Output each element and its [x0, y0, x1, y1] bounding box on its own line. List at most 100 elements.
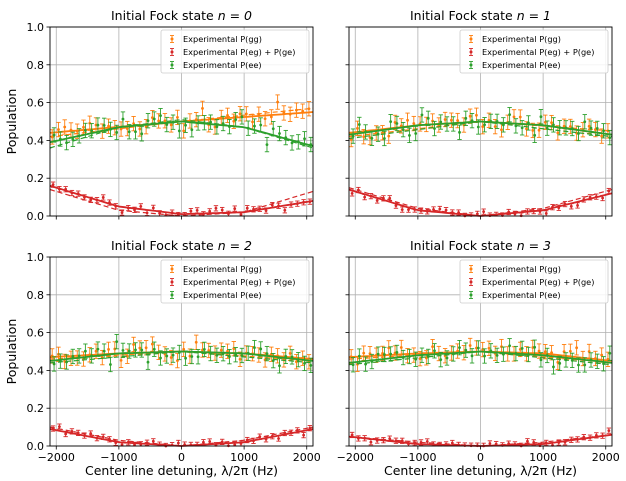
data-point — [476, 125, 480, 129]
data-point — [520, 346, 524, 350]
data-point — [277, 437, 280, 440]
data-point — [184, 356, 187, 360]
y-tick-label: 1.0 — [27, 251, 45, 264]
data-point — [134, 348, 137, 352]
data-point — [150, 342, 154, 346]
data-point — [102, 123, 106, 127]
data-point — [608, 136, 612, 139]
data-point — [220, 208, 224, 212]
data-point — [120, 211, 124, 214]
data-point — [350, 191, 354, 195]
data-point — [583, 363, 587, 367]
legend-entry: Experimental P(ee) — [183, 60, 262, 70]
legend-entry: Experimental P(ee) — [183, 290, 262, 300]
data-point — [152, 347, 156, 351]
panel-title: Initial Fock state n = 2 — [111, 238, 252, 253]
data-point — [226, 349, 229, 353]
legend-marker-dot — [469, 37, 473, 41]
data-point — [83, 349, 87, 353]
data-point — [245, 206, 249, 210]
data-point — [64, 432, 68, 436]
data-point — [406, 118, 409, 122]
data-point — [119, 358, 123, 362]
data-point — [303, 137, 306, 141]
data-point — [127, 349, 131, 353]
data-point — [233, 207, 237, 210]
data-point — [351, 134, 355, 138]
data-point — [233, 443, 237, 447]
data-point — [587, 124, 591, 128]
data-point — [468, 114, 472, 118]
legend-marker-dot — [469, 63, 473, 67]
series-ee — [348, 338, 613, 375]
data-point — [577, 363, 580, 367]
data-point — [556, 131, 560, 135]
data-point — [537, 128, 541, 132]
data-point — [125, 127, 129, 130]
data-point — [146, 360, 150, 364]
data-point — [165, 354, 169, 358]
data-point — [201, 106, 204, 110]
panel-title: Initial Fock state n = 3 — [410, 238, 551, 253]
legend-entry: Experimental P(eg) + P(ge) — [482, 47, 594, 57]
data-point — [433, 349, 436, 353]
data-point — [309, 363, 313, 367]
legend-box — [160, 259, 310, 304]
x-axis-label-right: Center line detuning, λ/2π (Hz) — [384, 463, 577, 478]
data-point — [607, 429, 611, 433]
data-point — [90, 129, 94, 133]
data-point — [357, 354, 361, 358]
legend-marker-dot — [170, 280, 174, 284]
data-point — [456, 119, 460, 122]
data-point — [439, 358, 443, 362]
data-point — [238, 357, 242, 361]
data-point — [495, 353, 499, 357]
legend-marker-dot — [469, 50, 473, 54]
data-point — [400, 208, 404, 211]
data-point — [483, 354, 486, 358]
data-point — [159, 114, 162, 118]
data-point — [146, 119, 150, 123]
data-point — [263, 117, 267, 121]
data-point — [77, 354, 81, 358]
data-point — [363, 195, 367, 199]
data-point — [214, 206, 218, 210]
data-point — [208, 440, 212, 443]
data-point — [576, 204, 579, 207]
x-tick-label: −1000 — [399, 451, 436, 464]
data-point — [458, 346, 461, 350]
data-point — [476, 346, 480, 350]
data-point — [488, 442, 492, 445]
data-point — [475, 113, 478, 117]
data-point — [362, 351, 366, 355]
data-point — [568, 349, 572, 353]
data-point — [388, 196, 392, 200]
data-point — [575, 346, 579, 350]
data-point — [525, 127, 528, 131]
x-tick-label: 0 — [477, 451, 484, 464]
data-point — [165, 123, 169, 126]
fit-curve-ee — [49, 120, 314, 147]
y-tick-label: 0.6 — [27, 327, 45, 340]
data-point — [101, 435, 105, 439]
data-point — [493, 125, 497, 129]
data-point — [271, 127, 275, 131]
legend-entry: Experimental P(gg) — [482, 264, 561, 274]
data-point — [395, 351, 399, 354]
data-point — [552, 365, 555, 369]
data-point — [278, 364, 281, 368]
data-point — [382, 137, 386, 140]
data-point — [195, 208, 199, 212]
data-point — [425, 440, 429, 443]
fit-curve-dashed-ee — [348, 350, 613, 366]
data-point — [115, 340, 119, 344]
data-point — [251, 120, 254, 124]
data-point — [408, 133, 411, 137]
data-point — [57, 128, 60, 131]
data-point — [544, 212, 548, 215]
data-point — [444, 208, 448, 212]
panel-n3: −2000 −1000 0 1000 2000 Initial Fock state n … — [337, 238, 620, 464]
x-tick-label: 2000 — [592, 451, 620, 464]
data-point — [144, 346, 148, 350]
data-point — [102, 349, 106, 353]
